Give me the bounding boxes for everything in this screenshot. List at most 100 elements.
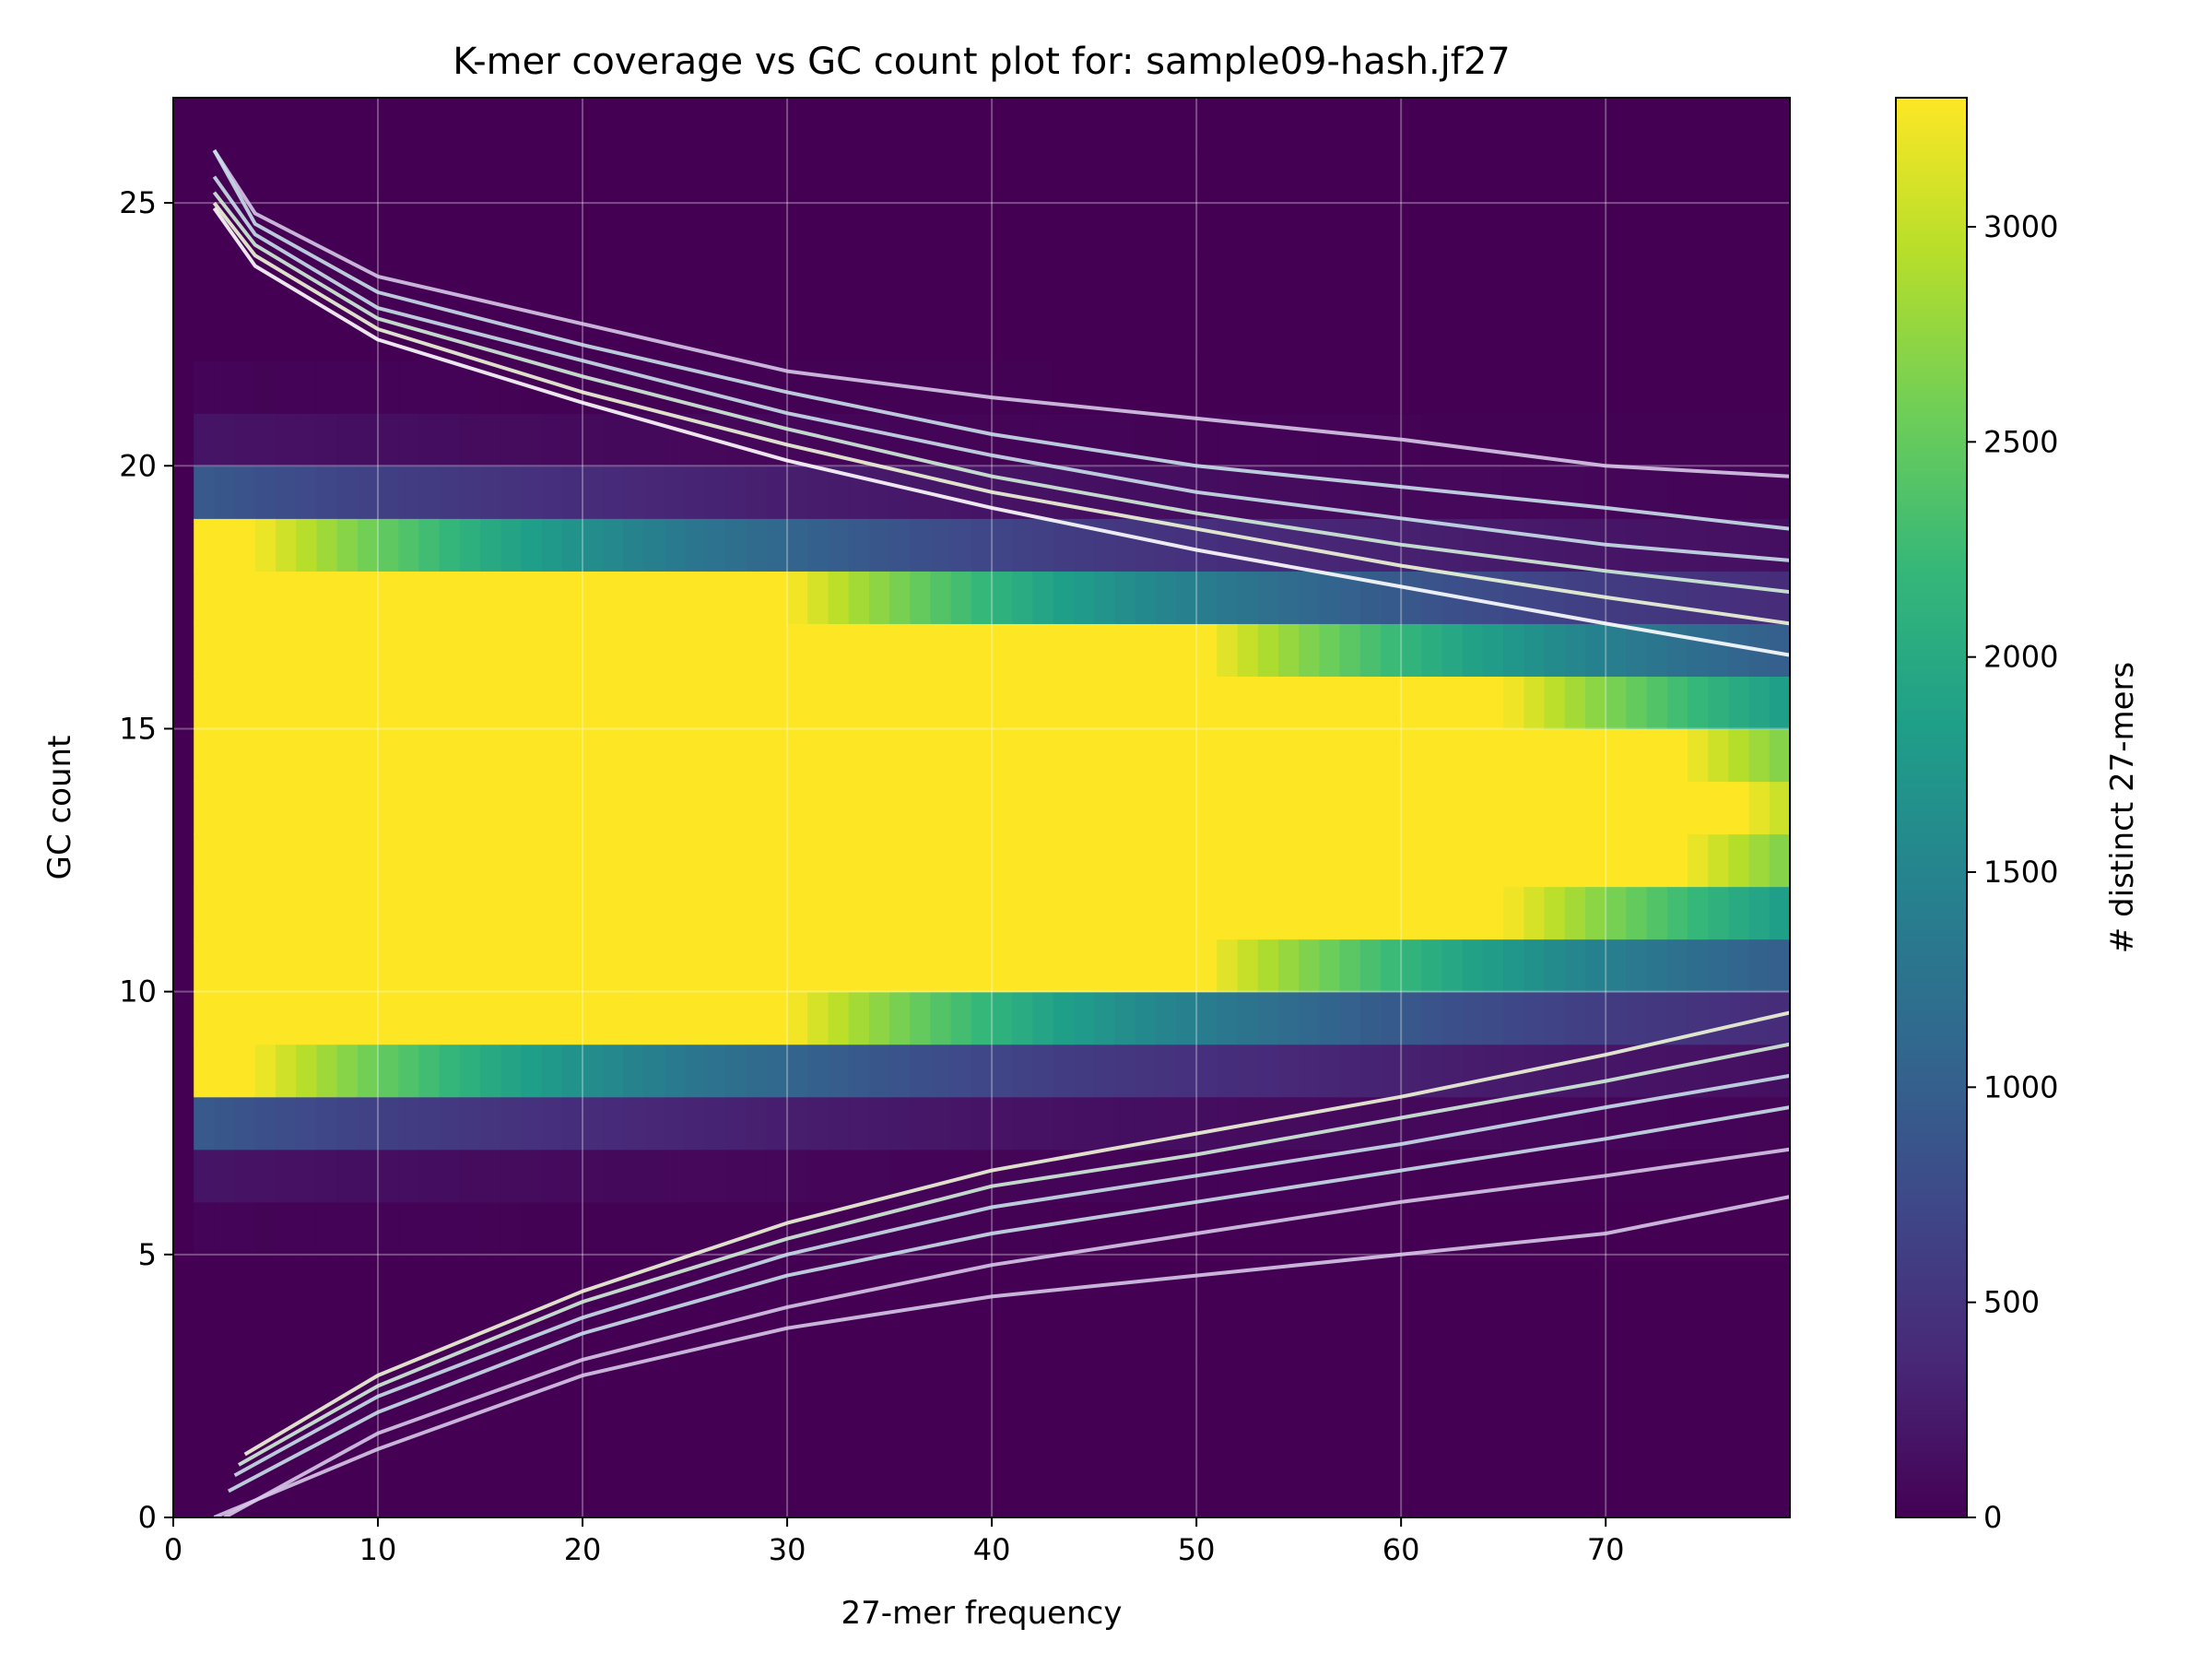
- heatmap-cell: [930, 938, 952, 993]
- heatmap-cell: [623, 1411, 645, 1466]
- heatmap-cell: [1339, 886, 1361, 940]
- heatmap-cell: [746, 1044, 768, 1098]
- heatmap-cell: [1584, 150, 1606, 204]
- heatmap-cell: [1217, 360, 1239, 414]
- heatmap-cell: [1319, 728, 1341, 783]
- heatmap-cell: [746, 571, 768, 624]
- heatmap-cell: [1687, 676, 1709, 730]
- heatmap-cell: [889, 938, 911, 993]
- heatmap-cell: [1503, 833, 1524, 888]
- heatmap-cell: [848, 1149, 870, 1203]
- heatmap-cell: [398, 1149, 420, 1203]
- heatmap-cell: [725, 150, 747, 204]
- heatmap-cell: [848, 886, 870, 940]
- heatmap-cell: [1032, 886, 1054, 940]
- heatmap-cell: [1584, 308, 1606, 361]
- heatmap-cell: [1237, 1359, 1259, 1413]
- heatmap-cell: [705, 991, 727, 1045]
- x-tick-label: 10: [359, 1532, 397, 1567]
- heatmap-cell: [459, 781, 481, 835]
- heatmap-cell: [1114, 623, 1136, 678]
- heatmap-cell: [1155, 203, 1177, 256]
- heatmap-cell: [234, 1201, 256, 1256]
- heatmap-cell: [1606, 360, 1627, 414]
- heatmap-cell: [1380, 1306, 1402, 1361]
- heatmap-cell: [480, 1254, 501, 1308]
- heatmap-cell: [868, 728, 890, 783]
- heatmap-cell: [398, 1254, 420, 1308]
- heatmap-cell: [1606, 676, 1627, 730]
- heatmap-cell: [787, 1201, 808, 1256]
- heatmap-cell: [1032, 781, 1054, 835]
- heatmap-cell: [1237, 1306, 1259, 1361]
- heatmap-cell: [296, 781, 318, 835]
- heatmap-cell: [1012, 571, 1034, 624]
- heatmap-cell: [1626, 360, 1648, 414]
- heatmap-cell: [500, 98, 523, 151]
- heatmap-cell: [643, 781, 665, 835]
- heatmap-cell: [1687, 1411, 1709, 1466]
- heatmap-cell: [787, 886, 808, 940]
- heatmap-cell: [1053, 1411, 1075, 1466]
- heatmap-cell: [664, 518, 686, 572]
- heatmap-cell: [1380, 1464, 1402, 1517]
- heatmap-cell: [378, 781, 399, 835]
- heatmap-cell: [1277, 1254, 1300, 1308]
- heatmap-cell: [1319, 1306, 1341, 1361]
- heatmap-cell: [992, 150, 1013, 204]
- heatmap-cell: [398, 571, 420, 624]
- heatmap-cell: [357, 1201, 379, 1256]
- heatmap-cell: [1401, 833, 1422, 888]
- heatmap-cell: [439, 1149, 461, 1203]
- heatmap-cell: [828, 1411, 850, 1466]
- heatmap-cell: [1544, 571, 1566, 624]
- heatmap-cell: [336, 676, 359, 730]
- heatmap-cell: [603, 413, 625, 466]
- heatmap-cell: [1073, 150, 1095, 204]
- heatmap-cell: [1666, 571, 1688, 624]
- heatmap-cell: [1748, 308, 1771, 361]
- heatmap-cell: [725, 308, 747, 361]
- heatmap-cell: [705, 1306, 727, 1361]
- heatmap-cell: [1401, 623, 1422, 678]
- heatmap-cell: [1380, 308, 1402, 361]
- heatmap-cell: [971, 1306, 993, 1361]
- heatmap-cell: [541, 676, 563, 730]
- heatmap-cell: [582, 203, 604, 256]
- heatmap-cell: [1666, 466, 1688, 519]
- heatmap-cell: [214, 991, 236, 1045]
- heatmap-cell: [623, 255, 645, 309]
- heatmap-cell: [582, 991, 604, 1045]
- heatmap-cell: [664, 676, 686, 730]
- heatmap-cell: [1380, 1149, 1402, 1203]
- heatmap-cell: [1053, 255, 1075, 309]
- heatmap-cell: [1094, 413, 1115, 466]
- heatmap-cell: [1503, 360, 1524, 414]
- heatmap-cell: [766, 150, 788, 204]
- heatmap-cell: [623, 623, 645, 678]
- heatmap-cell: [1237, 886, 1259, 940]
- heatmap-cell: [214, 1411, 236, 1466]
- heatmap-cell: [746, 255, 768, 309]
- heatmap-cell: [296, 1359, 318, 1413]
- heatmap-cell: [336, 886, 359, 940]
- heatmap-cell: [1299, 360, 1320, 414]
- heatmap-cell: [1135, 781, 1157, 835]
- heatmap-cell: [1094, 991, 1115, 1045]
- heatmap-cell: [378, 1201, 399, 1256]
- heatmap-cell: [643, 833, 665, 888]
- heatmap-cell: [848, 728, 870, 783]
- heatmap-cell: [1482, 203, 1504, 256]
- heatmap-cell: [1217, 623, 1239, 678]
- heatmap-cell: [1339, 1149, 1361, 1203]
- heatmap-cell: [1646, 781, 1668, 835]
- heatmap-cell: [1053, 518, 1075, 572]
- heatmap-cell: [807, 150, 830, 204]
- heatmap-cell: [787, 466, 808, 519]
- heatmap-cell: [868, 676, 890, 730]
- heatmap-cell: [1482, 1201, 1504, 1256]
- heatmap-cell: [1421, 1411, 1443, 1466]
- heatmap-cell: [214, 781, 236, 835]
- heatmap-cell: [1319, 98, 1341, 151]
- heatmap-cell: [1032, 360, 1054, 414]
